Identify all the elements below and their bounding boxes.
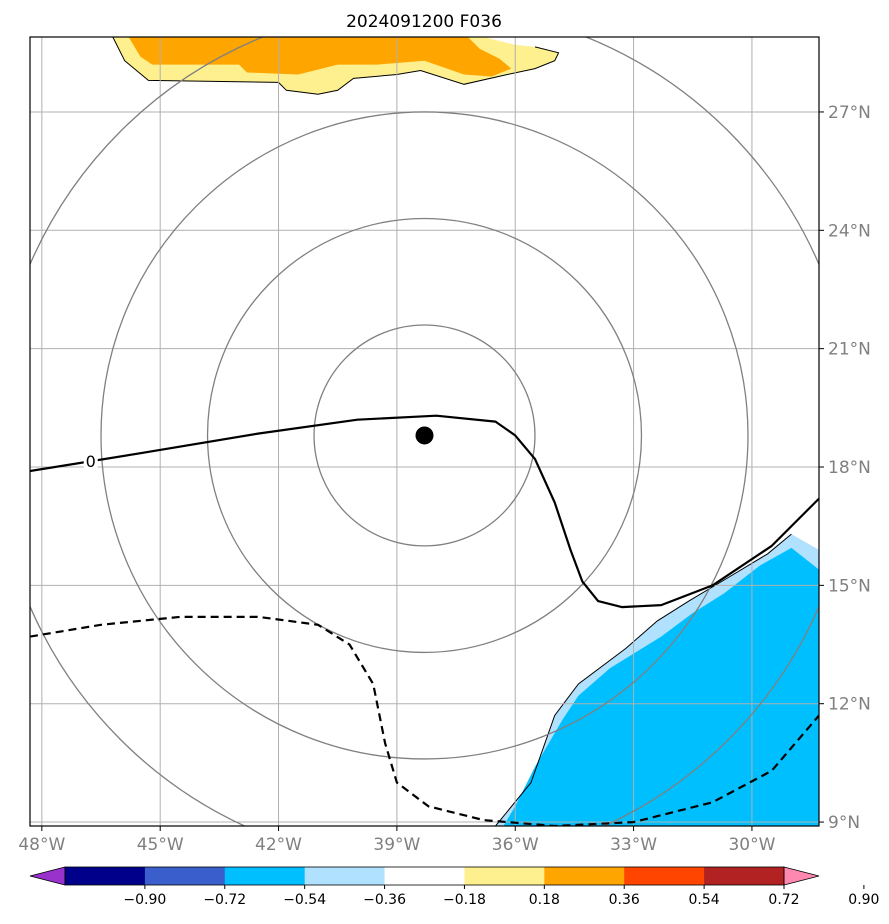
y-tick-label-0: 9°N bbox=[828, 813, 860, 833]
filled-region-1 bbox=[128, 37, 512, 77]
y-tick-label-3: 18°N bbox=[828, 458, 871, 478]
colorbar-box-7 bbox=[624, 867, 705, 885]
y-tick-label-4: 21°N bbox=[828, 340, 871, 360]
filled-region-edge-0 bbox=[112, 37, 560, 95]
colorbar-tick-label-9: 0.90 bbox=[848, 892, 879, 908]
colorbar-box-0 bbox=[65, 867, 146, 885]
colorbar-box-5 bbox=[464, 867, 545, 885]
colorbar-tick-label-3: −0.36 bbox=[363, 892, 406, 908]
colorbar: −0.90 −0.72 −0.54 −0.36 −0.18 0.18 0.36 0.54 0.7… bbox=[29, 866, 879, 908]
colorbar-tick-label-2: −0.54 bbox=[283, 892, 326, 908]
center-markers bbox=[415, 426, 434, 445]
colorbar-box-8 bbox=[704, 867, 785, 885]
range-ring-0 bbox=[313, 324, 536, 547]
colorbar-box-1 bbox=[144, 867, 226, 885]
contour-lines: 0 bbox=[30, 414, 819, 826]
contour-label-bg-0 bbox=[83, 451, 98, 470]
colorbar-tick-label-7: 0.54 bbox=[689, 892, 720, 908]
colorbar-frame bbox=[64, 866, 785, 886]
x-tick-label-2: 42°W bbox=[255, 835, 302, 855]
x-tick-label-5: 33°W bbox=[610, 835, 657, 855]
x-tick-label-3: 39°W bbox=[373, 835, 420, 855]
colorbar-tick-label-1: −0.72 bbox=[203, 892, 246, 908]
x-tick-label-4: 36°W bbox=[492, 835, 539, 855]
x-tick-label-0: 48°W bbox=[18, 835, 65, 855]
filled-region-3 bbox=[503, 547, 819, 826]
center-marker bbox=[415, 426, 434, 445]
y-axis-ticks: 9°N 12°N 15°N 18°N 21°N 24°N 27°N bbox=[819, 103, 871, 833]
x-axis-ticks: 48°W 45°W 42°W 39°W 36°W 33°W 30°W bbox=[18, 826, 776, 855]
colorbar-box-4 bbox=[384, 867, 465, 885]
plot-frame bbox=[29, 36, 820, 827]
colorbar-extend-low bbox=[29, 866, 66, 886]
x-tick-label-1: 45°W bbox=[137, 835, 184, 855]
colorbar-tick-label-0: −0.90 bbox=[123, 892, 166, 908]
range-ring-2 bbox=[100, 111, 749, 760]
chart-title: 2024091200 F036 bbox=[346, 12, 502, 32]
x-tick-label-6: 30°W bbox=[728, 835, 775, 855]
colorbar-tick-label-6: 0.36 bbox=[609, 892, 640, 908]
y-tick-label-6: 27°N bbox=[828, 103, 871, 123]
contour-line-0 bbox=[30, 414, 819, 609]
colorbar-tick-label-8: 0.72 bbox=[768, 892, 799, 908]
range-rings bbox=[30, 37, 819, 826]
colorbar-extend-high bbox=[783, 866, 820, 886]
colorbar-box-3 bbox=[304, 867, 386, 885]
colorbar-box-6 bbox=[544, 867, 625, 885]
filled-region-edge-1 bbox=[495, 533, 792, 826]
y-tick-label-1: 12°N bbox=[828, 695, 871, 715]
y-tick-label-2: 15°N bbox=[828, 576, 871, 596]
contour-line-1 bbox=[30, 615, 819, 826]
colorbar-tick-label-4: −0.18 bbox=[443, 892, 486, 908]
range-ring-1 bbox=[206, 217, 643, 654]
y-tick-label-5: 24°N bbox=[828, 221, 871, 241]
filled-contours bbox=[112, 37, 819, 826]
colorbar-box-2 bbox=[224, 867, 306, 885]
contour-label-0: 0 bbox=[86, 452, 96, 471]
colorbar-tick-label-5: 0.18 bbox=[529, 892, 560, 908]
